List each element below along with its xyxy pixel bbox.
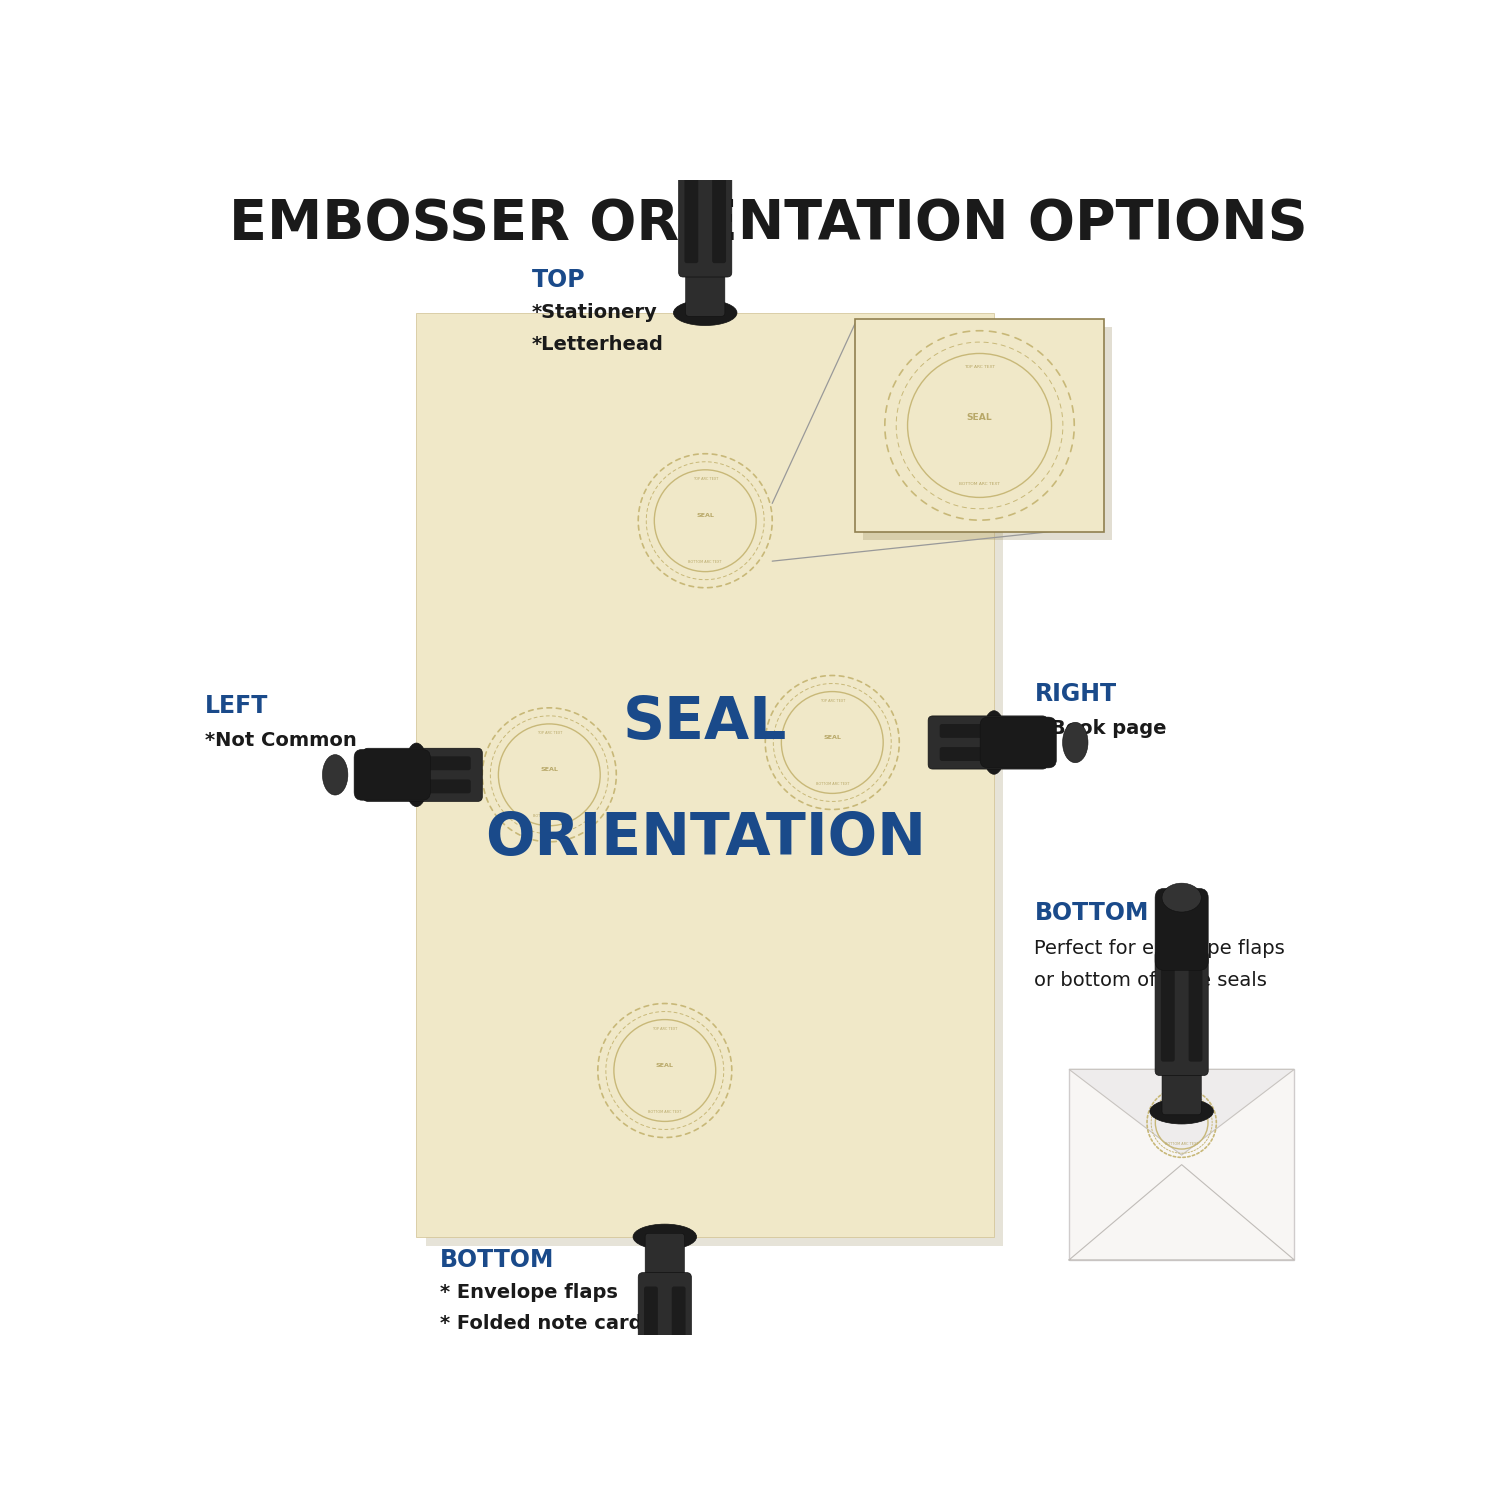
Text: BOTTOM ARC TEXT: BOTTOM ARC TEXT bbox=[1166, 1142, 1198, 1146]
Text: SEAL: SEAL bbox=[966, 414, 993, 423]
FancyBboxPatch shape bbox=[426, 322, 1004, 1246]
Text: EMBOSSER ORIENTATION OPTIONS: EMBOSSER ORIENTATION OPTIONS bbox=[230, 196, 1308, 250]
Ellipse shape bbox=[404, 742, 429, 807]
Text: SEAL: SEAL bbox=[824, 735, 842, 740]
Ellipse shape bbox=[674, 300, 736, 326]
Ellipse shape bbox=[633, 1224, 696, 1250]
Text: TOP ARC TEXT: TOP ARC TEXT bbox=[819, 699, 844, 703]
Text: TOP ARC TEXT: TOP ARC TEXT bbox=[1168, 1100, 1194, 1102]
Ellipse shape bbox=[1150, 1098, 1214, 1124]
Ellipse shape bbox=[981, 711, 1006, 774]
FancyBboxPatch shape bbox=[1155, 888, 1208, 971]
Polygon shape bbox=[1070, 1070, 1294, 1155]
Text: LEFT: LEFT bbox=[206, 693, 268, 717]
FancyBboxPatch shape bbox=[1155, 951, 1208, 1076]
FancyBboxPatch shape bbox=[678, 90, 732, 172]
FancyBboxPatch shape bbox=[1070, 1070, 1294, 1260]
Text: SEAL: SEAL bbox=[1174, 1118, 1190, 1122]
Text: * Envelope flaps: * Envelope flaps bbox=[440, 1282, 618, 1302]
Ellipse shape bbox=[645, 1431, 684, 1460]
Text: *Stationery: *Stationery bbox=[532, 303, 657, 322]
Text: BOTTOM ARC TEXT: BOTTOM ARC TEXT bbox=[816, 782, 849, 786]
FancyBboxPatch shape bbox=[638, 1272, 692, 1398]
Text: BOTTOM ARC TEXT: BOTTOM ARC TEXT bbox=[688, 561, 722, 564]
Text: SEAL: SEAL bbox=[622, 694, 788, 752]
Text: TOP ARC TEXT: TOP ARC TEXT bbox=[964, 364, 994, 369]
Text: or bottom of page seals: or bottom of page seals bbox=[1035, 970, 1268, 990]
Text: *Not Common: *Not Common bbox=[206, 730, 357, 750]
Text: RIGHT: RIGHT bbox=[1035, 682, 1116, 706]
Text: TOP ARC TEXT: TOP ARC TEXT bbox=[652, 1028, 678, 1030]
FancyBboxPatch shape bbox=[1161, 964, 1174, 1062]
FancyBboxPatch shape bbox=[638, 1377, 692, 1460]
Text: BOTTOM: BOTTOM bbox=[440, 1248, 554, 1272]
FancyBboxPatch shape bbox=[375, 780, 471, 794]
FancyBboxPatch shape bbox=[712, 166, 726, 262]
FancyBboxPatch shape bbox=[855, 318, 1104, 532]
FancyBboxPatch shape bbox=[375, 756, 471, 770]
FancyBboxPatch shape bbox=[939, 724, 1035, 738]
FancyBboxPatch shape bbox=[354, 750, 430, 800]
Text: TOP: TOP bbox=[532, 268, 585, 292]
FancyBboxPatch shape bbox=[363, 748, 483, 801]
Text: Perfect for envelope flaps: Perfect for envelope flaps bbox=[1035, 939, 1286, 957]
Text: BOTTOM ARC TEXT: BOTTOM ARC TEXT bbox=[648, 1110, 681, 1114]
FancyBboxPatch shape bbox=[644, 1287, 658, 1383]
FancyBboxPatch shape bbox=[1188, 964, 1203, 1062]
FancyBboxPatch shape bbox=[864, 327, 1112, 540]
FancyBboxPatch shape bbox=[939, 747, 1035, 760]
FancyBboxPatch shape bbox=[1162, 1062, 1202, 1114]
FancyBboxPatch shape bbox=[956, 724, 1004, 760]
FancyBboxPatch shape bbox=[672, 1287, 686, 1383]
Ellipse shape bbox=[322, 754, 348, 795]
Text: SEAL: SEAL bbox=[540, 766, 558, 772]
Text: ORIENTATION: ORIENTATION bbox=[484, 810, 926, 867]
FancyBboxPatch shape bbox=[928, 716, 1047, 770]
Text: * Book page: * Book page bbox=[1035, 718, 1167, 738]
Text: *Letterhead: *Letterhead bbox=[532, 334, 664, 354]
Ellipse shape bbox=[686, 84, 724, 114]
Ellipse shape bbox=[1162, 884, 1202, 912]
Text: BOTTOM: BOTTOM bbox=[1035, 902, 1149, 926]
Text: BOTTOM ARC TEXT: BOTTOM ARC TEXT bbox=[532, 815, 566, 819]
FancyBboxPatch shape bbox=[645, 1233, 684, 1287]
FancyBboxPatch shape bbox=[686, 262, 724, 316]
Text: SEAL: SEAL bbox=[656, 1062, 674, 1068]
Text: * Folded note cards: * Folded note cards bbox=[440, 1314, 654, 1334]
Text: BOTTOM ARC TEXT: BOTTOM ARC TEXT bbox=[958, 482, 1000, 486]
Text: SEAL: SEAL bbox=[696, 513, 714, 517]
FancyBboxPatch shape bbox=[678, 153, 732, 278]
Ellipse shape bbox=[1062, 723, 1088, 762]
Text: TOP ARC TEXT: TOP ARC TEXT bbox=[693, 477, 718, 482]
FancyBboxPatch shape bbox=[406, 758, 454, 792]
Text: TOP ARC TEXT: TOP ARC TEXT bbox=[537, 732, 562, 735]
FancyBboxPatch shape bbox=[417, 314, 994, 1238]
FancyBboxPatch shape bbox=[684, 166, 699, 262]
FancyBboxPatch shape bbox=[980, 717, 1056, 768]
